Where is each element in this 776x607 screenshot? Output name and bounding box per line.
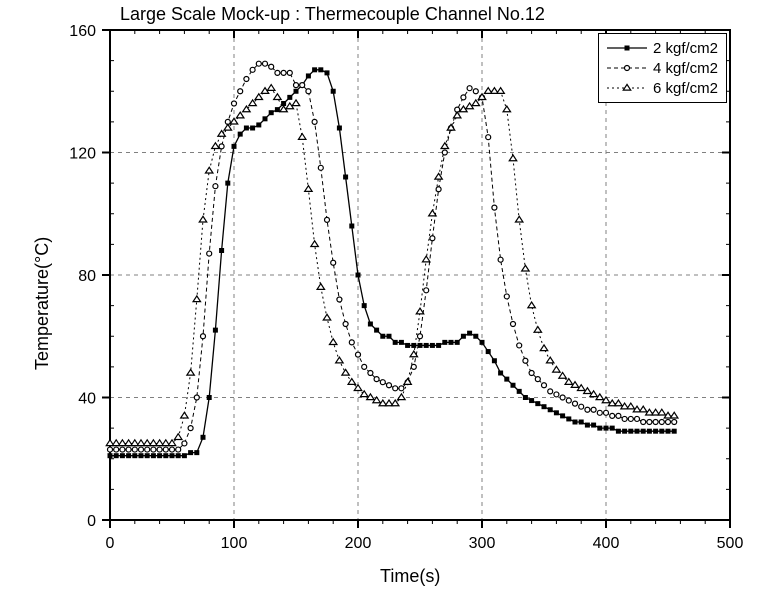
svg-text:500: 500 [717,535,744,552]
svg-text:160: 160 [69,23,96,40]
svg-text:100: 100 [221,535,248,552]
legend-item: 4 kgf/cm2 [607,58,718,78]
svg-text:200: 200 [345,535,372,552]
svg-text:300: 300 [469,535,496,552]
chart-container: 0 100 200 300 400 500 0 40 80 120 160 Large Scale … [0,0,776,602]
chart-title: Large Scale Mock-up : Thermecouple Chann… [120,4,545,25]
legend-label: 4 kgf/cm2 [653,60,718,77]
svg-text:40: 40 [78,391,96,408]
y-axis-label: Temperature(°C) [32,237,53,370]
svg-text:80: 80 [78,268,96,285]
legend-item: 6 kgf/cm2 [607,78,718,98]
legend: 2 kgf/cm2 4 kgf/cm2 6 kgf/cm2 [598,33,727,103]
svg-text:120: 120 [69,146,96,163]
legend-label: 2 kgf/cm2 [653,40,718,57]
svg-text:400: 400 [593,535,620,552]
legend-label: 6 kgf/cm2 [653,80,718,97]
x-axis-label: Time(s) [380,566,440,587]
legend-item: 2 kgf/cm2 [607,38,718,58]
svg-text:0: 0 [87,513,96,530]
svg-text:0: 0 [106,535,115,552]
